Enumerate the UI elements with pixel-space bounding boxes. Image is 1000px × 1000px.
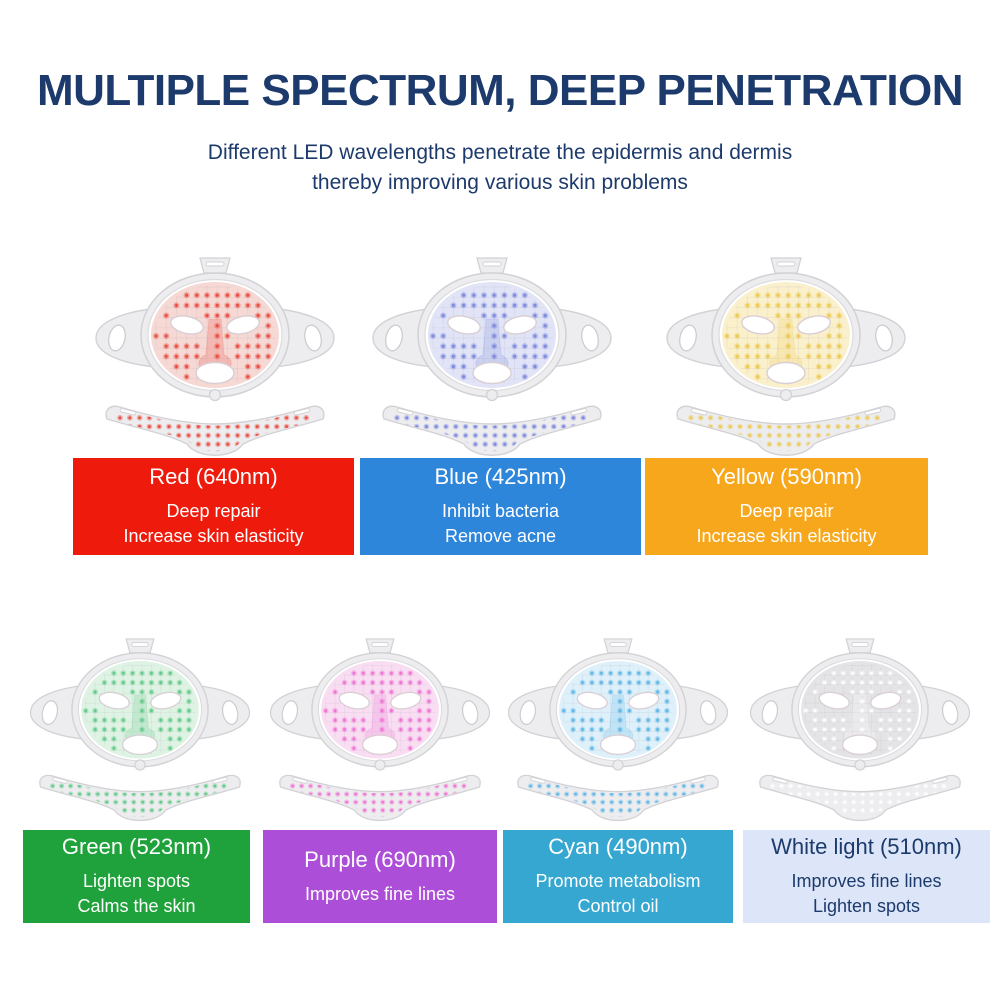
- card-yellow-benefit-1: Deep repair: [739, 501, 834, 522]
- mask-yellow-illustration: [661, 255, 911, 460]
- mask-purple-illustration: [265, 636, 495, 825]
- card-white-light: White light (510nm) Improves fine lines …: [743, 830, 990, 923]
- mask-green-illustration: [25, 636, 255, 825]
- led-mask-graphic-purple: [269, 638, 491, 821]
- card-yellow-benefits: Deep repair Increase skin elasticity: [696, 499, 876, 549]
- card-yellow-title: Yellow (590nm): [711, 464, 862, 490]
- card-green-benefit-2: Calms the skin: [77, 896, 196, 916]
- card-purple-benefits: Improves fine lines: [305, 882, 455, 907]
- card-cyan-benefit-2: Control oil: [577, 896, 659, 916]
- card-blue-benefit-2: Remove acne: [444, 526, 557, 546]
- page-title: MULTIPLE SPECTRUM, DEEP PENETRATION: [36, 66, 964, 115]
- card-blue-title: Blue (425nm): [434, 464, 567, 490]
- subtitle-line-1: Different LED wavelengths penetrate the …: [207, 141, 793, 164]
- card-green-title: Green (523nm): [61, 834, 212, 860]
- led-mask-graphic-green: [29, 638, 251, 821]
- mask-cyan-illustration: [503, 636, 733, 825]
- card-cyan-benefits: Promote metabolism Control oil: [535, 869, 700, 919]
- subtitle-line-2: thereby improving various skin problems: [312, 171, 688, 195]
- card-white-light-benefits: Improves fine lines Lighten spots: [791, 869, 941, 919]
- card-purple-benefit-1: Improves fine lines: [304, 883, 456, 904]
- card-cyan: Cyan (490nm) Promote metabolism Control …: [503, 830, 733, 923]
- mask-red-illustration: [90, 255, 340, 460]
- card-yellow: Yellow (590nm) Deep repair Increase skin…: [645, 458, 928, 555]
- card-red-title: Red (640nm): [149, 464, 278, 490]
- led-mask-graphic-cyan: [507, 638, 729, 821]
- card-yellow-benefit-2: Increase skin elasticity: [696, 526, 877, 546]
- card-green: Green (523nm) Lighten spots Calms the sk…: [23, 830, 250, 923]
- card-green-benefit-1: Lighten spots: [82, 871, 191, 892]
- led-mask-graphic-red: [95, 257, 335, 456]
- card-blue-benefits: Inhibit bacteria Remove acne: [442, 499, 559, 549]
- card-red-benefit-2: Increase skin elasticity: [123, 526, 304, 546]
- card-white-light-benefit-1: Improves fine lines: [791, 871, 942, 892]
- mask-white-illustration: [745, 636, 975, 825]
- card-cyan-benefit-1: Promote metabolism: [535, 871, 701, 892]
- card-red: Red (640nm) Deep repair Increase skin el…: [73, 458, 354, 555]
- card-cyan-title: Cyan (490nm): [548, 834, 688, 860]
- card-purple-title: Purple (690nm): [304, 846, 456, 872]
- card-red-benefits: Deep repair Increase skin elasticity: [123, 499, 303, 549]
- card-blue: Blue (425nm) Inhibit bacteria Remove acn…: [360, 458, 641, 555]
- page-subtitle: Different LED wavelengths penetrate the …: [0, 138, 1000, 199]
- led-mask-graphic-yellow: [666, 257, 906, 456]
- card-purple: Purple (690nm) Improves fine lines: [263, 830, 497, 923]
- card-red-benefit-1: Deep repair: [166, 501, 261, 522]
- card-green-benefits: Lighten spots Calms the skin: [77, 869, 195, 919]
- mask-blue-illustration: [367, 255, 617, 460]
- card-white-light-benefit-2: Lighten spots: [812, 896, 921, 916]
- led-mask-graphic-white: [749, 638, 971, 821]
- card-blue-benefit-1: Inhibit bacteria: [441, 501, 560, 522]
- card-white-light-title: White light (510nm): [771, 834, 962, 860]
- led-mask-graphic-blue: [372, 257, 612, 456]
